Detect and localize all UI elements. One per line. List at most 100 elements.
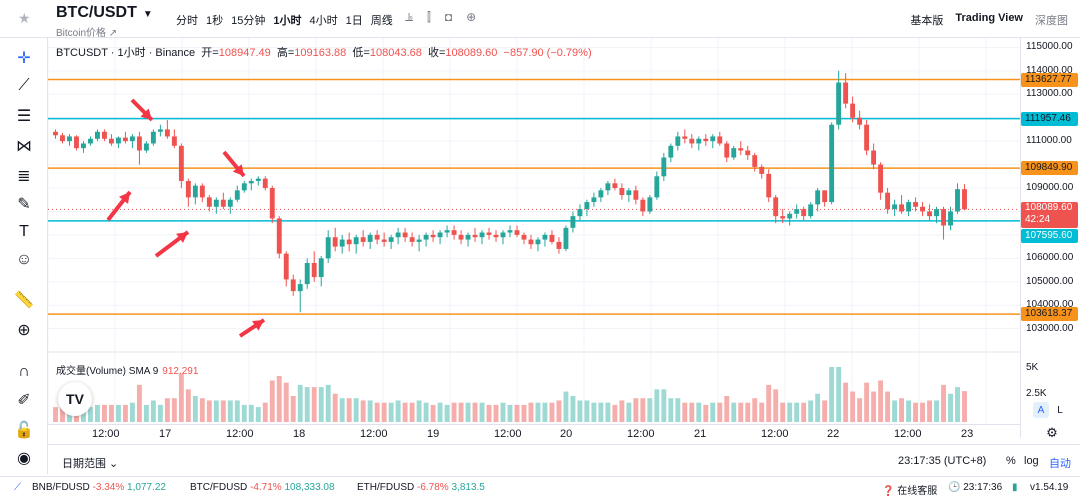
candle-body	[710, 136, 716, 142]
candle-body	[822, 190, 828, 203]
volume-bar	[444, 404, 450, 422]
magnet-icon[interactable]: ∩	[18, 363, 30, 380]
volume-bar	[528, 402, 534, 422]
time-tick: 12:00	[894, 428, 922, 440]
volume-bar	[185, 389, 191, 422]
time-tick: 20	[560, 428, 573, 440]
interval-tab[interactable]: 分时	[176, 15, 198, 27]
date-range-button[interactable]: 日期范围 ⌄	[62, 458, 119, 470]
candle-body	[514, 230, 520, 235]
candle-body	[584, 202, 590, 210]
volume-bar	[437, 402, 443, 422]
view-basic[interactable]: 基本版	[910, 15, 944, 27]
horizontal-lines-icon[interactable]: ☰	[16, 108, 32, 125]
volume-bar	[878, 380, 884, 422]
tradingview-logo[interactable]: TV	[58, 382, 92, 416]
volume-bar	[948, 393, 953, 422]
ticker-bnb[interactable]: BNB/FDUSD -3.34% 1,077.22	[32, 482, 166, 493]
price-chart[interactable]	[48, 38, 1020, 474]
symbol-selector[interactable]: BTC/USDT ▼	[56, 4, 153, 22]
candle-body	[325, 237, 331, 259]
brush-icon[interactable]: ✎	[17, 196, 31, 213]
lock-icon[interactable]: 🔓	[14, 422, 34, 439]
candle-body	[206, 197, 212, 207]
volume-bar	[703, 404, 709, 422]
version: v1.54.19	[1030, 482, 1069, 493]
lock-drawing-icon[interactable]: ✐	[17, 392, 31, 409]
candle-style-icon[interactable]: ⫿	[427, 10, 431, 24]
add-indicator-icon[interactable]: ⊕	[466, 10, 477, 24]
eye-icon[interactable]: ◉	[17, 450, 31, 467]
interval-dropdown-icon[interactable]: ▾	[385, 10, 392, 24]
camera-icon[interactable]: ◘	[444, 10, 453, 24]
volume-bar	[871, 391, 877, 422]
auto-toggle[interactable]: 自动	[1049, 458, 1071, 470]
volume-bar	[647, 398, 653, 422]
volume-bar	[514, 404, 520, 422]
text-icon[interactable]: T	[19, 223, 29, 240]
volume-bar	[731, 402, 737, 422]
legend-high: 109163.88	[294, 47, 347, 59]
time-axis[interactable]	[48, 424, 1020, 442]
interval-tab[interactable]: 周线	[370, 15, 393, 27]
candle-body	[598, 190, 604, 198]
interval-tab[interactable]: 1秒	[206, 15, 224, 27]
legend-open: 108947.49	[218, 47, 271, 59]
price-tick: 104000.00	[1026, 299, 1074, 311]
candle-body	[74, 136, 79, 149]
time-tick: 22	[827, 428, 840, 440]
legend-symbol: BTCUSDT · 1小时 · Binance	[56, 47, 196, 59]
fib-icon[interactable]: ≣	[17, 168, 31, 185]
interval-tab[interactable]: 15分钟	[231, 15, 266, 27]
emoji-icon[interactable]: ☺	[15, 251, 33, 268]
ruler-icon[interactable]: 📏	[14, 292, 34, 309]
price-tick: 113000.00	[1026, 88, 1073, 100]
volume-bar	[689, 402, 695, 422]
chevron-down-icon: ▼	[142, 9, 153, 20]
crosshair-icon[interactable]: ✛	[17, 50, 31, 67]
view-tradingview[interactable]: Trading View	[955, 12, 1023, 24]
top-toolbar: ★ BTC/USDT ▼ Bitcoin价格 ↗ 分时 1秒 15分钟 1小时 4小时 1日…	[0, 0, 1080, 39]
candle-body	[227, 199, 233, 207]
bar-style-icon[interactable]: ⫡	[405, 10, 414, 24]
settings-gear-icon[interactable]: ⚙	[1046, 425, 1058, 440]
legend-low: 108043.68	[369, 47, 422, 59]
clock-timezone[interactable]: 23:17:35 (UTC+8)	[898, 455, 987, 467]
pattern-icon[interactable]: ⋈	[16, 138, 32, 155]
volume-bar	[675, 398, 681, 422]
volume-bar	[780, 402, 786, 422]
interval-tab[interactable]: 1小时	[273, 15, 302, 27]
trendline-icon[interactable]: ⟋	[18, 77, 30, 94]
candle-body	[626, 190, 632, 196]
candle-body	[766, 173, 772, 198]
ticker-eth[interactable]: ETH/FDUSD -6.78% 3,813.5	[357, 482, 485, 493]
log-scale-button[interactable]: L	[1057, 404, 1063, 416]
time-tick: 12:00	[360, 428, 388, 440]
ticker-btc[interactable]: BTC/FDUSD -4.71% 108,333.08	[190, 482, 335, 493]
volume-bar	[339, 398, 345, 422]
candle-body	[374, 234, 380, 240]
candle-body	[269, 188, 275, 219]
annotation-arrowhead	[176, 232, 188, 243]
volume-bar	[178, 373, 184, 422]
percent-toggle[interactable]: %	[1006, 455, 1016, 467]
volume-bar	[241, 404, 247, 422]
candle-body	[668, 145, 674, 158]
volume-bar	[493, 404, 499, 422]
volume-bar	[297, 384, 303, 422]
candle-body	[416, 239, 422, 242]
online-support[interactable]: ❓ 在线客服	[882, 486, 938, 497]
candle-body	[731, 148, 737, 158]
log-toggle[interactable]: log	[1024, 455, 1039, 467]
zoom-in-icon[interactable]: ⊕	[17, 322, 31, 339]
volume-bar	[115, 404, 121, 422]
volume-bar	[465, 402, 471, 422]
symbol-subtitle-link[interactable]: Bitcoin价格 ↗	[56, 28, 118, 39]
view-depth[interactable]: 深度图	[1035, 15, 1068, 27]
interval-tab[interactable]: 4小时	[309, 15, 338, 27]
interval-tab[interactable]: 1日	[345, 15, 363, 27]
favorite-star-icon[interactable]: ★	[18, 10, 31, 26]
candle-body	[192, 185, 198, 198]
auto-scale-button[interactable]: A	[1033, 402, 1049, 418]
price-axis[interactable]	[1020, 38, 1080, 438]
